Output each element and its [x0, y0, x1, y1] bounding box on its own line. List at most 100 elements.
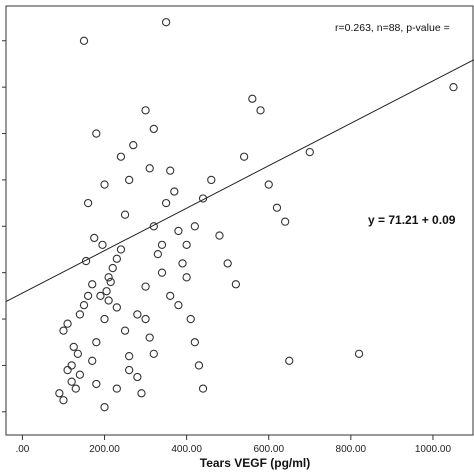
data-point — [133, 372, 142, 382]
data-point — [157, 268, 167, 277]
data-point — [69, 342, 78, 352]
data-point — [141, 314, 150, 324]
data-point — [71, 384, 80, 393]
data-point — [75, 310, 85, 319]
data-point — [190, 222, 199, 231]
data-point — [100, 403, 109, 412]
data-point — [59, 326, 68, 335]
data-point — [281, 217, 290, 226]
data-point — [149, 349, 158, 358]
x-tick-label: 1000.00 — [415, 444, 452, 455]
regression-line — [5, 59, 474, 302]
plot-frame — [5, 5, 474, 436]
data-point — [215, 231, 224, 240]
data-point — [182, 240, 191, 249]
data-point — [120, 326, 130, 335]
data-point — [75, 370, 85, 379]
data-point — [182, 273, 191, 282]
data-point — [149, 222, 158, 231]
data-point — [92, 379, 101, 389]
data-point — [256, 106, 265, 115]
data-point — [125, 352, 134, 361]
x-axis-label: Tears VEGF (pg/ml) — [200, 456, 310, 470]
data-point — [125, 365, 134, 375]
data-point — [166, 291, 175, 301]
data-point — [59, 396, 68, 405]
data-point — [55, 389, 64, 398]
data-point — [166, 166, 175, 175]
data-point — [96, 291, 105, 301]
data-point — [79, 36, 89, 45]
regression-line-group — [5, 59, 474, 302]
data-point — [157, 240, 167, 249]
data-point — [63, 319, 72, 328]
data-points — [55, 18, 458, 412]
data-point — [104, 273, 113, 282]
data-point — [198, 384, 208, 393]
data-point — [264, 180, 273, 189]
data-point — [112, 384, 121, 393]
data-point — [194, 361, 204, 370]
data-point — [149, 124, 158, 134]
regression-equation: y = 71.21 + 0.09 — [368, 213, 456, 227]
data-point — [83, 198, 93, 208]
x-tick-label: 200.00 — [89, 444, 120, 455]
data-point — [92, 129, 101, 138]
data-point — [161, 18, 171, 27]
axes: .00 200.00 400.00 600.00 800.00 1000.00 — [2, 5, 474, 455]
data-point — [305, 147, 314, 157]
data-point — [102, 287, 111, 296]
data-point — [141, 282, 150, 291]
data-point — [116, 152, 126, 161]
data-point — [239, 152, 249, 161]
data-point — [92, 338, 101, 347]
data-point — [207, 175, 216, 185]
data-point — [153, 249, 163, 259]
data-point — [112, 303, 121, 312]
data-point — [174, 300, 183, 310]
data-point — [88, 280, 97, 289]
data-point — [116, 245, 126, 254]
data-point — [73, 349, 82, 358]
data-point — [67, 361, 76, 370]
data-point — [190, 338, 199, 347]
x-tick-label: 800.00 — [336, 444, 367, 455]
data-point — [141, 106, 150, 115]
data-point — [83, 291, 93, 301]
data-point — [81, 256, 91, 266]
data-point — [137, 389, 146, 398]
x-tick-label: .00 — [15, 444, 29, 455]
data-point — [449, 83, 458, 92]
data-point — [104, 296, 113, 305]
data-point — [88, 356, 97, 365]
x-tick-label: 400.00 — [171, 444, 202, 455]
data-point — [354, 349, 364, 358]
data-point — [231, 280, 241, 289]
data-point — [161, 198, 171, 208]
data-point — [174, 226, 183, 236]
data-point — [272, 203, 282, 212]
data-point — [79, 300, 89, 310]
data-point — [133, 310, 142, 319]
data-point — [98, 240, 107, 249]
data-point — [108, 263, 117, 273]
data-point — [178, 259, 187, 268]
data-point — [90, 233, 99, 243]
data-point — [145, 333, 154, 342]
data-point — [63, 365, 72, 375]
data-point — [100, 314, 109, 324]
data-point — [100, 180, 109, 189]
data-point — [129, 140, 138, 150]
data-point — [186, 314, 195, 324]
data-point — [198, 194, 208, 203]
data-point — [145, 164, 154, 173]
data-point — [285, 356, 294, 365]
data-point — [67, 377, 76, 386]
data-point — [112, 254, 121, 263]
x-tick-label: 600.00 — [253, 444, 284, 455]
stats-annotation: r=0.263, n=88, p-value = — [335, 22, 450, 34]
data-point — [120, 210, 130, 219]
data-point — [223, 259, 232, 268]
data-point — [170, 187, 179, 196]
